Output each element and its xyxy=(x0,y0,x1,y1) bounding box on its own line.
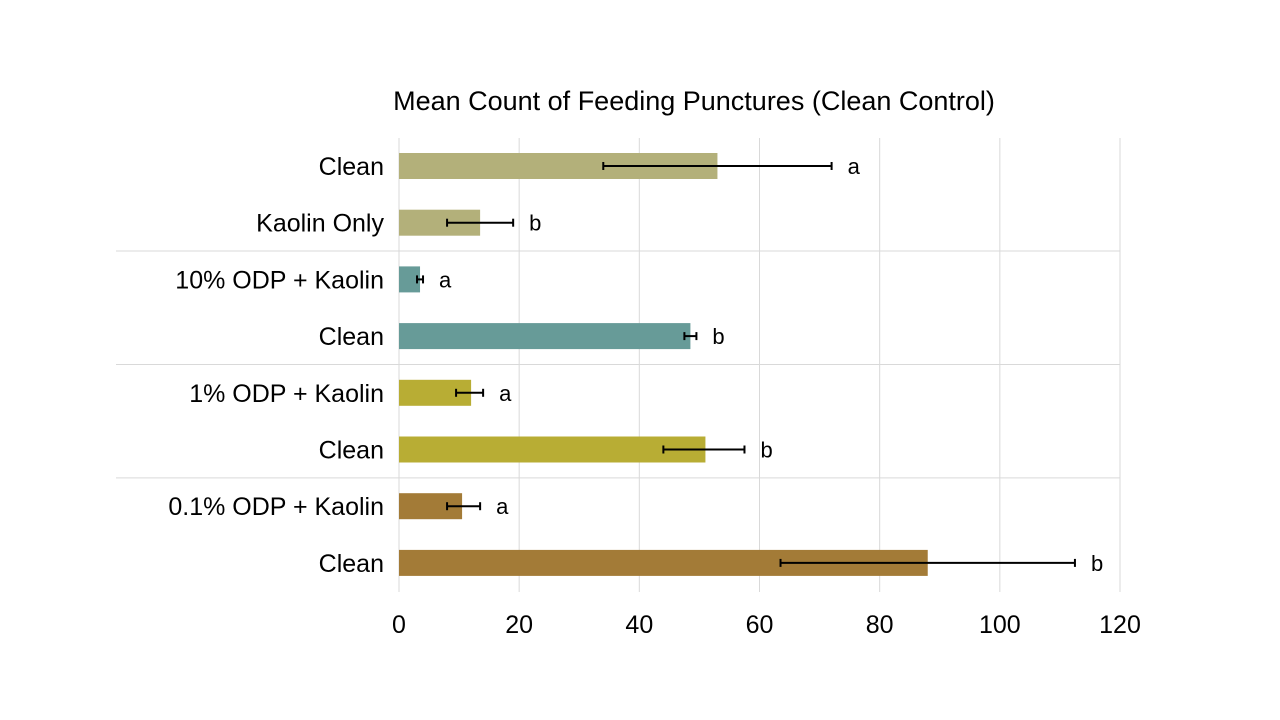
error-bars xyxy=(416,162,1076,567)
x-tick-label: 120 xyxy=(1099,611,1141,639)
category-label: 10% ODP + Kaolin xyxy=(175,266,384,294)
group-separators xyxy=(116,250,1120,479)
category-labels: Clean Kaolin Only 10% ODP + Kaolin Clean 1% … xyxy=(168,153,384,578)
category-label: Clean xyxy=(319,437,384,465)
error-bar xyxy=(446,218,515,227)
bar xyxy=(399,266,421,293)
category-label: Clean xyxy=(319,550,384,578)
x-tick-label: 20 xyxy=(505,611,533,639)
error-bar xyxy=(446,502,482,511)
error-bar xyxy=(662,445,746,454)
x-tick-label: 80 xyxy=(866,611,894,639)
significance-label: b xyxy=(712,324,724,349)
significance-labels: a b a b a b a b xyxy=(439,154,1103,576)
significance-label: b xyxy=(1091,551,1103,576)
significance-label: a xyxy=(499,381,512,406)
error-bar xyxy=(416,275,425,284)
significance-label: b xyxy=(760,438,772,463)
significance-label: b xyxy=(529,211,541,236)
grid-layer xyxy=(398,138,1121,592)
category-label: Clean xyxy=(319,153,384,181)
error-bar xyxy=(602,162,833,170)
significance-label: a xyxy=(496,494,509,519)
chart-title: Mean Count of Feeding Punctures (Clean C… xyxy=(393,86,995,116)
category-label: 1% ODP + Kaolin xyxy=(189,380,384,408)
category-label: Kaolin Only xyxy=(256,210,384,238)
bar xyxy=(399,323,691,350)
error-bar xyxy=(683,332,698,341)
category-label: 0.1% ODP + Kaolin xyxy=(168,493,384,521)
bar xyxy=(399,436,706,463)
significance-label: a xyxy=(439,267,452,292)
error-bar xyxy=(455,388,485,397)
x-tick-label: 0 xyxy=(392,611,406,639)
x-tick-label: 100 xyxy=(979,611,1021,639)
error-bar xyxy=(779,558,1076,567)
x-tick-label: 40 xyxy=(625,611,653,639)
x-axis-ticks: 0 20 40 60 80 100 120 xyxy=(392,611,1141,639)
category-label: Clean xyxy=(319,323,384,351)
significance-label: a xyxy=(848,154,861,179)
x-tick-label: 60 xyxy=(746,611,774,639)
